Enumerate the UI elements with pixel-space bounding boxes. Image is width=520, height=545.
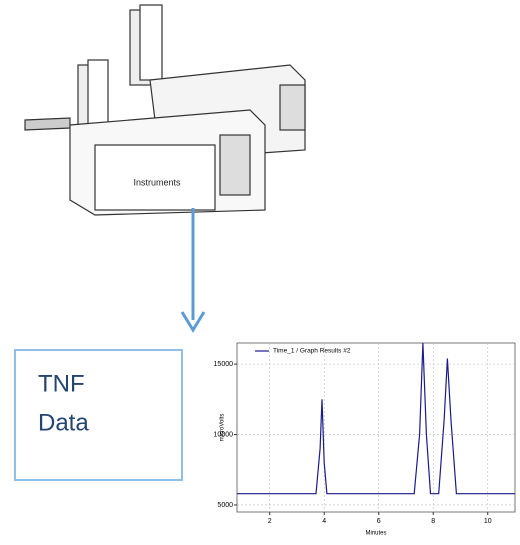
data-box-line: Data xyxy=(38,409,89,436)
y-tick-label: 5000 xyxy=(217,502,233,509)
arrow xyxy=(180,208,206,333)
instrument-drawing: Instruments xyxy=(24,4,306,216)
data-box xyxy=(14,349,183,481)
x-tick-label: 10 xyxy=(484,518,492,525)
x-tick-label: 8 xyxy=(431,518,435,525)
instrument-label: Instruments xyxy=(133,177,181,187)
trace xyxy=(237,342,515,495)
legend-label: Time_1 / Graph Results #2 xyxy=(273,348,351,355)
plot-area xyxy=(236,342,516,513)
chromatogram: 5000 10000 15000 2 4 6 8 10 Minutes microVolts Tim… xyxy=(214,342,516,537)
y-tick-label: 15000 xyxy=(214,361,234,368)
x-tick-label: 4 xyxy=(322,518,326,525)
y-axis-label: microVolts xyxy=(220,414,226,442)
x-axis-label: Minutes xyxy=(365,531,386,537)
x-tick-label: 2 xyxy=(268,518,272,525)
y-tick-label: 10000 xyxy=(214,431,234,438)
data-box-line: TNF xyxy=(38,370,85,397)
x-tick-label: 6 xyxy=(377,518,381,525)
